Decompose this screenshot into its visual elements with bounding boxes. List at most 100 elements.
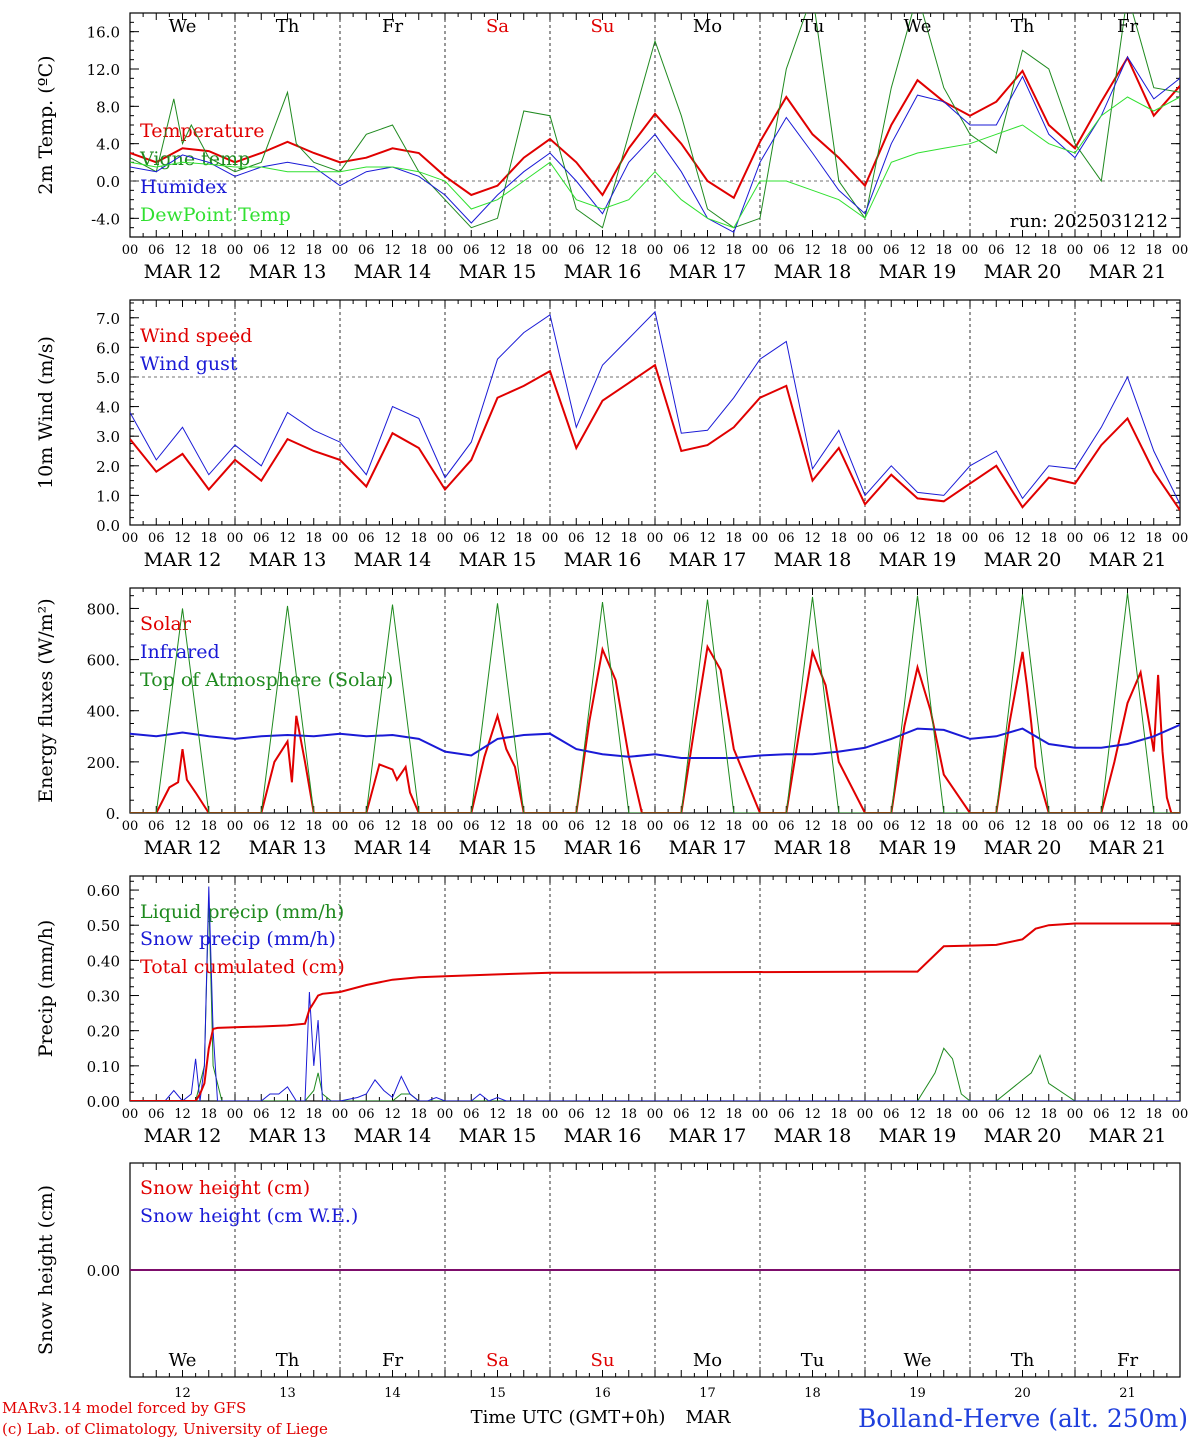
hour-label: 00 [227, 819, 244, 834]
hour-label: 00 [122, 819, 139, 834]
hour-label: 18 [1040, 819, 1057, 834]
hour-label: 18 [200, 531, 217, 546]
hour-label: 00 [752, 1107, 769, 1122]
hour-label: 18 [725, 243, 742, 258]
hour-label: 00 [1172, 819, 1189, 834]
hour-label: 06 [778, 243, 795, 258]
run-label: run: 2025031212 [1010, 211, 1168, 232]
hour-label: 18 [1145, 819, 1162, 834]
hour-label: 12 [279, 819, 296, 834]
hour-label: 12 [489, 243, 506, 258]
hour-label: 12 [804, 819, 821, 834]
legend-entry: Snow height (cm) [140, 1177, 310, 1199]
hour-label: 06 [148, 1107, 165, 1122]
date-label: MAR 18 [774, 837, 852, 859]
hour-label: 00 [752, 531, 769, 546]
legend-entry: Top of Atmosphere (Solar) [140, 669, 393, 691]
hour-label: 18 [515, 243, 532, 258]
date-label: MAR 15 [459, 1125, 537, 1147]
hour-label: 00 [647, 1107, 664, 1122]
day-name: Th [276, 16, 300, 37]
hour-label: 06 [148, 243, 165, 258]
hour-label: 12 [174, 1107, 191, 1122]
day-number: 18 [804, 1386, 821, 1401]
hour-label: 18 [515, 819, 532, 834]
hour-label: 06 [253, 1107, 270, 1122]
date-label: MAR 17 [669, 549, 747, 571]
hour-label: 06 [1093, 531, 1110, 546]
date-label: MAR 15 [459, 549, 537, 571]
hour-label: 18 [935, 819, 952, 834]
date-label: MAR 14 [354, 1125, 432, 1147]
model-credit: MARv3.14 model forced by GFS [2, 1399, 246, 1417]
y-axis-label: Energy fluxes (W/m²) [35, 598, 57, 802]
day-name: Fr [1117, 1350, 1138, 1371]
date-label: MAR 16 [564, 549, 642, 571]
hour-label: 18 [305, 531, 322, 546]
hour-label: 06 [988, 243, 1005, 258]
y-tick-label: 0.00 [87, 1262, 120, 1280]
hour-label: 12 [909, 531, 926, 546]
series-line-temperature [130, 55, 1180, 200]
panel-2: 0.0 1.0 2.0 3.0 4.0 5.0 6.0 7.0 10m Wind (m/s) Wi… [35, 299, 1188, 571]
series-line-wind-gust [130, 310, 1180, 505]
y-tick-label: 0.10 [87, 1058, 120, 1076]
date-label: MAR 17 [669, 1125, 747, 1147]
date-label: MAR 12 [144, 1125, 222, 1147]
day-name: Fr [382, 16, 403, 37]
hour-label: 06 [568, 531, 585, 546]
date-label: MAR 19 [879, 549, 957, 571]
hour-label: 06 [673, 531, 690, 546]
hour-label: 12 [174, 819, 191, 834]
date-label: MAR 19 [879, 261, 957, 283]
day-name: Tu [801, 1350, 825, 1371]
day-name: Mo [693, 16, 722, 37]
hour-label: 00 [647, 531, 664, 546]
hour-label: 00 [857, 1107, 874, 1122]
y-tick-label: 0.60 [87, 882, 120, 900]
date-label: MAR 13 [249, 549, 327, 571]
hour-label: 06 [253, 531, 270, 546]
hour-label: 06 [673, 243, 690, 258]
hour-label: 06 [568, 243, 585, 258]
y-tick-label: 0.0 [96, 517, 120, 535]
y-tick-label: 0. [106, 805, 120, 823]
hour-label: 06 [673, 819, 690, 834]
hour-label: 18 [515, 531, 532, 546]
hour-label: 18 [830, 531, 847, 546]
hour-label: 12 [699, 819, 716, 834]
y-axis-label: 10m Wind (m/s) [35, 336, 57, 489]
hour-label: 00 [1067, 1107, 1084, 1122]
hour-label: 06 [988, 531, 1005, 546]
date-label: MAR 21 [1089, 549, 1167, 571]
series-line-total-cumulated-cm- [130, 922, 1180, 1101]
hour-label: 06 [883, 531, 900, 546]
date-label: MAR 18 [774, 549, 852, 571]
hour-label: 12 [384, 819, 401, 834]
hour-label: 12 [594, 531, 611, 546]
hour-label: 18 [830, 243, 847, 258]
hour-label: 18 [200, 819, 217, 834]
date-label: MAR 15 [459, 837, 537, 859]
hour-label: 00 [332, 243, 349, 258]
hour-label: 12 [279, 1107, 296, 1122]
legend-entry: Humidex [140, 176, 227, 198]
date-label: MAR 21 [1089, 837, 1167, 859]
hour-label: 06 [253, 819, 270, 834]
legend-entry: Liquid precip (mm/h) [140, 901, 344, 923]
hour-label: 06 [883, 1107, 900, 1122]
hour-label: 06 [253, 243, 270, 258]
hour-label: 18 [200, 1107, 217, 1122]
y-axis-label: Snow height (cm) [35, 1185, 57, 1355]
day-name: Th [1011, 1350, 1035, 1371]
hour-label: 06 [1093, 1107, 1110, 1122]
hour-label: 00 [542, 819, 559, 834]
hour-label: 06 [883, 819, 900, 834]
hour-label: 06 [358, 1107, 375, 1122]
y-tick-label: 4.0 [96, 136, 120, 154]
hour-label: 12 [174, 531, 191, 546]
day-name: Th [276, 1350, 300, 1371]
hour-label: 12 [174, 243, 191, 258]
day-name: We [904, 16, 932, 37]
hour-label: 12 [699, 243, 716, 258]
